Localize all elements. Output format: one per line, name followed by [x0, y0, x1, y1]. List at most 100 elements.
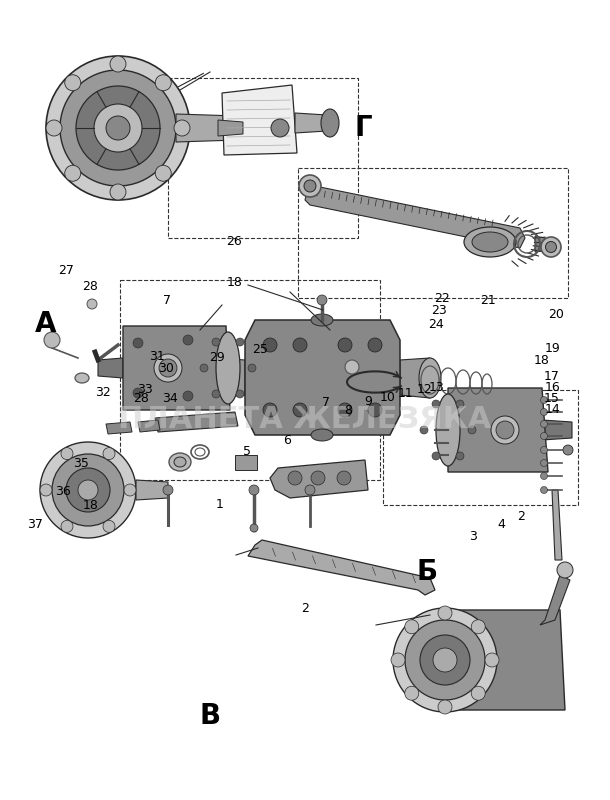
Circle shape [46, 120, 62, 136]
Text: 31: 31 [149, 350, 165, 363]
Text: В: В [200, 702, 221, 730]
Polygon shape [138, 420, 160, 432]
Text: 3: 3 [469, 530, 476, 542]
Circle shape [87, 299, 97, 309]
Ellipse shape [491, 416, 519, 444]
Text: 24: 24 [428, 318, 444, 330]
Ellipse shape [169, 453, 191, 471]
Circle shape [317, 295, 327, 305]
Text: 28: 28 [134, 392, 149, 405]
Circle shape [438, 606, 452, 620]
Circle shape [432, 400, 440, 408]
Circle shape [263, 338, 277, 352]
Ellipse shape [311, 314, 333, 326]
Polygon shape [270, 460, 368, 498]
Ellipse shape [472, 232, 508, 252]
Text: 37: 37 [27, 518, 43, 530]
Polygon shape [448, 388, 548, 472]
Circle shape [46, 56, 190, 200]
Text: 34: 34 [162, 392, 178, 405]
Text: 27: 27 [58, 264, 74, 277]
Circle shape [432, 452, 440, 460]
Circle shape [293, 338, 307, 352]
Circle shape [338, 338, 352, 352]
Bar [168, 78, 358, 238]
Circle shape [420, 426, 428, 434]
Text: 32: 32 [95, 386, 110, 398]
Text: 14: 14 [544, 403, 560, 416]
Ellipse shape [299, 175, 321, 197]
Circle shape [61, 448, 73, 460]
Circle shape [124, 484, 136, 496]
Ellipse shape [204, 358, 226, 398]
Circle shape [405, 620, 419, 634]
Text: 12: 12 [417, 383, 432, 396]
Circle shape [236, 390, 244, 398]
Polygon shape [218, 120, 243, 136]
Ellipse shape [436, 394, 460, 466]
Ellipse shape [159, 359, 177, 377]
Text: 19: 19 [544, 342, 560, 355]
Bar [383, 390, 578, 505]
Polygon shape [305, 186, 525, 248]
Text: ПЛАНЕТА ЖЕЛЕЗЯКА: ПЛАНЕТА ЖЕЛЕЗЯКА [118, 406, 492, 434]
Text: 16: 16 [544, 381, 560, 394]
Circle shape [110, 56, 126, 72]
Bar [235, 455, 257, 470]
Circle shape [405, 686, 419, 700]
Text: 23: 23 [431, 304, 447, 317]
Circle shape [236, 338, 244, 346]
Text: 13: 13 [429, 381, 445, 394]
Circle shape [263, 403, 277, 417]
Text: 6: 6 [283, 434, 290, 446]
Ellipse shape [304, 180, 316, 192]
Circle shape [133, 388, 143, 398]
Circle shape [557, 562, 573, 578]
Circle shape [540, 397, 548, 403]
Circle shape [338, 403, 352, 417]
Text: 18: 18 [82, 499, 98, 512]
Circle shape [78, 480, 98, 500]
Circle shape [472, 620, 485, 634]
Polygon shape [535, 236, 548, 252]
Circle shape [110, 184, 126, 200]
Text: 35: 35 [73, 458, 89, 470]
Circle shape [40, 442, 136, 538]
Circle shape [311, 471, 325, 485]
Ellipse shape [419, 358, 441, 398]
Text: 1: 1 [216, 498, 223, 510]
Circle shape [106, 116, 130, 140]
Circle shape [293, 403, 307, 417]
Circle shape [305, 485, 315, 495]
Bar [120, 280, 380, 480]
Circle shape [212, 390, 220, 398]
Text: 30: 30 [158, 362, 174, 374]
Polygon shape [540, 575, 570, 625]
Circle shape [212, 338, 220, 346]
Bar [298, 168, 568, 298]
Text: 7: 7 [322, 396, 331, 409]
Circle shape [368, 338, 382, 352]
Polygon shape [248, 540, 435, 595]
Polygon shape [136, 480, 168, 500]
Text: 36: 36 [55, 485, 71, 498]
Polygon shape [123, 326, 230, 410]
Circle shape [76, 86, 160, 170]
Text: 15: 15 [544, 392, 560, 405]
Text: 26: 26 [226, 235, 242, 248]
Circle shape [438, 700, 452, 714]
Circle shape [288, 471, 302, 485]
Text: 29: 29 [209, 351, 224, 364]
Ellipse shape [321, 109, 339, 137]
Text: А: А [35, 310, 57, 338]
Ellipse shape [496, 421, 514, 439]
Text: 20: 20 [548, 308, 564, 321]
Circle shape [183, 335, 193, 345]
Text: 2: 2 [301, 602, 309, 614]
Text: 5: 5 [243, 446, 251, 458]
Text: 21: 21 [480, 294, 496, 306]
Circle shape [393, 608, 497, 712]
Text: 11: 11 [398, 387, 414, 400]
Circle shape [66, 468, 110, 512]
Polygon shape [400, 358, 430, 398]
